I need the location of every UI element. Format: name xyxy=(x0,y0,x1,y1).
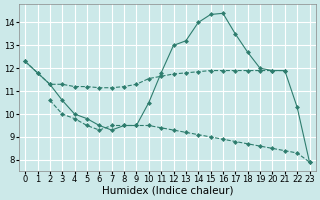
X-axis label: Humidex (Indice chaleur): Humidex (Indice chaleur) xyxy=(101,186,233,196)
